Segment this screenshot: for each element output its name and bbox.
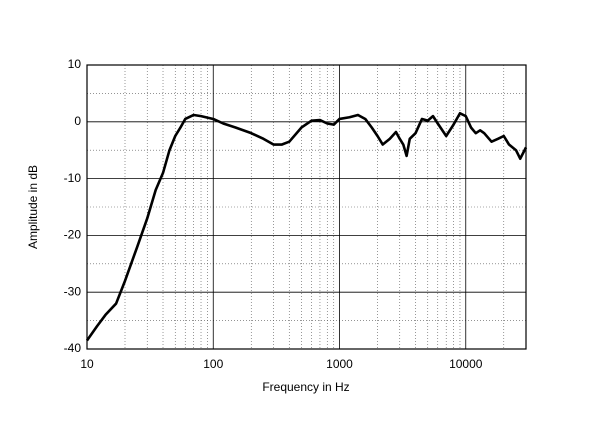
- x-tick-label: 100: [203, 357, 223, 371]
- y-tick-label: -10: [64, 171, 82, 185]
- y-tick-label: -20: [64, 228, 82, 242]
- x-axis-label: Frequency in Hz: [262, 380, 349, 394]
- y-axis-label: Amplitude in dB: [26, 165, 40, 249]
- x-tick-label: 10000: [449, 357, 483, 371]
- response-line: [85, 111, 528, 342]
- x-tick-label: 10: [80, 357, 94, 371]
- y-tick-label: -30: [64, 284, 82, 298]
- y-tick-label: 10: [68, 57, 82, 71]
- x-tick-label: 1000: [326, 357, 353, 371]
- y-tick-label: -40: [64, 341, 82, 355]
- plot-frame: [86, 64, 527, 350]
- y-tick-label: 0: [74, 114, 81, 128]
